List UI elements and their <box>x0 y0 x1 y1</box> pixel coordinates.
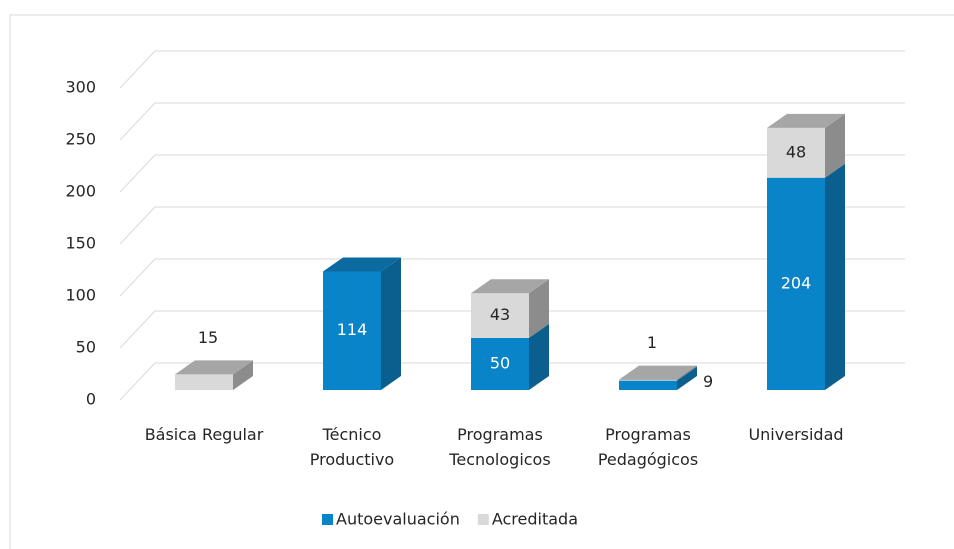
bar-front <box>619 380 677 390</box>
x-tick-label: Programas Pedagógicos <box>597 425 699 469</box>
y-tick-label: 50 <box>76 338 96 357</box>
bar-side <box>825 113 845 178</box>
legend-label: Autoevaluación <box>336 510 460 529</box>
bar-side <box>825 163 845 390</box>
y-tick-label: 100 <box>65 286 96 305</box>
bar-side <box>233 360 253 390</box>
grid-line <box>119 154 156 193</box>
legend-swatch <box>322 514 333 525</box>
legend-swatch <box>477 514 489 525</box>
grid-line <box>119 102 156 141</box>
bar-front <box>619 379 677 381</box>
value-label: 114 <box>337 320 368 339</box>
value-label: 48 <box>786 142 806 161</box>
bar-front <box>471 338 529 390</box>
bar-top <box>175 360 253 375</box>
bar-side <box>677 366 697 390</box>
grid-line <box>119 310 156 349</box>
value-label: 1 <box>647 333 657 352</box>
bar-top <box>619 365 697 380</box>
bar-front <box>767 127 825 178</box>
bar-front <box>323 271 381 390</box>
legend-label: Acreditada <box>492 510 578 529</box>
y-tick-label: 300 <box>65 78 96 97</box>
value-label: 9 <box>703 372 713 391</box>
bar-side <box>677 365 697 381</box>
bar-front <box>175 374 233 390</box>
y-tick-label: 250 <box>65 130 96 149</box>
bar-front <box>767 177 825 390</box>
value-label: 50 <box>490 354 510 373</box>
x-tick-label: Básica Regular <box>144 425 264 444</box>
x-tick-label: Universidad <box>748 425 844 444</box>
value-label: 204 <box>781 273 812 292</box>
x-tick-label: Programas Tecnologicos <box>449 425 551 469</box>
grid-line <box>119 50 156 89</box>
value-label: 43 <box>490 305 510 324</box>
bar-top <box>767 113 845 128</box>
x-tick-label: Técnico Productivo <box>309 425 395 469</box>
bar-top <box>471 279 549 294</box>
bar-side <box>529 324 549 390</box>
y-tick-label: 150 <box>65 234 96 253</box>
y-tick-label: 200 <box>65 182 96 201</box>
bar-side <box>529 279 549 338</box>
chart-border <box>9 14 954 549</box>
y-tick-label: 0 <box>86 390 96 409</box>
bar-side <box>381 257 401 390</box>
grid-line <box>119 258 156 297</box>
value-label: 15 <box>198 328 218 347</box>
bar-top <box>323 257 401 272</box>
bar-front <box>471 293 529 338</box>
grid-line <box>119 362 156 401</box>
grid-line <box>119 206 156 245</box>
